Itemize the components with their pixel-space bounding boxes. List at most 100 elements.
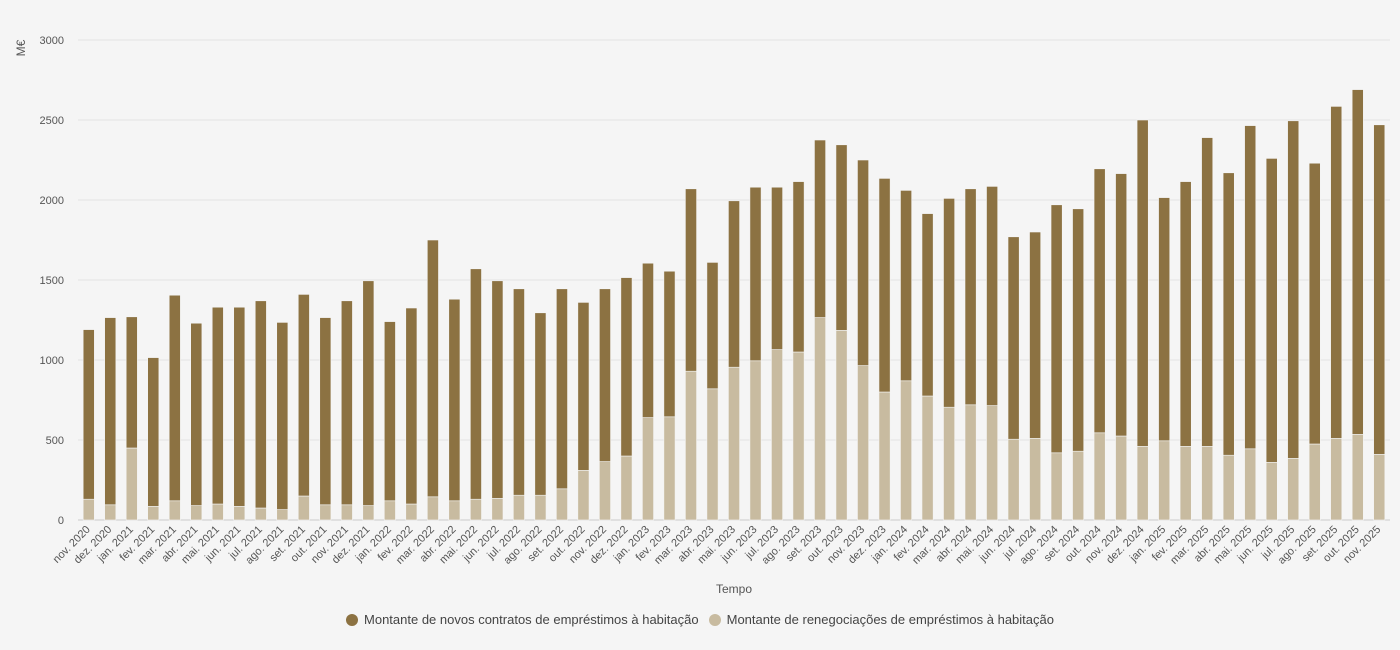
bar-novos-contratos[interactable] — [943, 198, 955, 408]
bar-renegociacoes[interactable] — [1029, 438, 1042, 521]
bar-novos-contratos[interactable] — [792, 181, 805, 353]
bar-novos-contratos[interactable] — [104, 317, 117, 506]
bar-novos-contratos[interactable] — [1050, 204, 1063, 454]
bar-renegociacoes[interactable] — [1050, 452, 1063, 521]
bar-novos-contratos[interactable] — [168, 294, 181, 502]
bar-novos-contratos[interactable] — [685, 188, 697, 372]
bar-novos-contratos[interactable] — [491, 280, 504, 499]
bar-novos-contratos[interactable] — [1244, 125, 1257, 450]
bar-novos-contratos[interactable] — [577, 302, 590, 471]
bar-renegociacoes[interactable] — [297, 495, 310, 521]
bar-renegociacoes[interactable] — [771, 349, 783, 521]
bar-renegociacoes[interactable] — [211, 503, 224, 521]
bar-renegociacoes[interactable] — [1179, 446, 1192, 521]
bar-renegociacoes[interactable] — [1287, 458, 1300, 521]
bar-novos-contratos[interactable] — [448, 298, 461, 502]
bar-renegociacoes[interactable] — [943, 406, 955, 521]
bar-renegociacoes[interactable] — [857, 365, 869, 521]
bar-renegociacoes[interactable] — [254, 507, 267, 521]
bar-novos-contratos[interactable] — [1029, 231, 1042, 439]
bar-novos-contratos[interactable] — [964, 188, 977, 406]
bar-renegociacoes[interactable] — [1072, 450, 1085, 521]
bar-renegociacoes[interactable] — [1158, 440, 1171, 521]
bar-renegociacoes[interactable] — [556, 488, 568, 521]
bar-renegociacoes[interactable] — [1244, 448, 1257, 521]
legend-item-renegociacoes[interactable]: Montante de renegociações de empréstimos… — [708, 612, 1054, 627]
bar-renegociacoes[interactable] — [1351, 434, 1364, 521]
bar-novos-contratos[interactable] — [921, 213, 934, 397]
bar-novos-contratos[interactable] — [147, 357, 160, 507]
bar-novos-contratos[interactable] — [556, 288, 568, 490]
bar-novos-contratos[interactable] — [513, 288, 525, 496]
bar-novos-contratos[interactable] — [1093, 168, 1106, 434]
bar-novos-contratos[interactable] — [599, 288, 611, 462]
bar-renegociacoes[interactable] — [642, 417, 654, 521]
bar-novos-contratos[interactable] — [534, 312, 547, 496]
bar-renegociacoes[interactable] — [82, 498, 95, 521]
bar-renegociacoes[interactable] — [405, 503, 418, 521]
bar-novos-contratos[interactable] — [986, 186, 998, 406]
bar-renegociacoes[interactable] — [448, 500, 461, 521]
bar-novos-contratos[interactable] — [125, 316, 138, 449]
bar-novos-contratos[interactable] — [1265, 158, 1278, 463]
bar-renegociacoes[interactable] — [1222, 454, 1235, 521]
bar-novos-contratos[interactable] — [426, 239, 439, 498]
bar-novos-contratos[interactable] — [276, 322, 289, 510]
bar-novos-contratos[interactable] — [835, 144, 848, 331]
bar-renegociacoes[interactable] — [1265, 462, 1278, 521]
bar-renegociacoes[interactable] — [513, 494, 525, 521]
bar-renegociacoes[interactable] — [1093, 432, 1106, 521]
bar-novos-contratos[interactable] — [1136, 119, 1149, 447]
bar-novos-contratos[interactable] — [319, 317, 332, 506]
bar-novos-contratos[interactable] — [297, 294, 310, 497]
bar-renegociacoes[interactable] — [900, 380, 912, 521]
bar-novos-contratos[interactable] — [728, 200, 740, 368]
bar-novos-contratos[interactable] — [82, 329, 95, 500]
bar-renegociacoes[interactable] — [1373, 454, 1386, 521]
bar-renegociacoes[interactable] — [426, 496, 439, 521]
bar-renegociacoes[interactable] — [1136, 446, 1149, 521]
bar-renegociacoes[interactable] — [685, 370, 697, 521]
bar-novos-contratos[interactable] — [1115, 173, 1128, 437]
bar-renegociacoes[interactable] — [986, 405, 998, 521]
bar-novos-contratos[interactable] — [878, 178, 891, 393]
bar-renegociacoes[interactable] — [147, 506, 160, 521]
bar-novos-contratos[interactable] — [1179, 181, 1192, 447]
bar-renegociacoes[interactable] — [104, 504, 117, 521]
bar-renegociacoes[interactable] — [921, 395, 934, 521]
bar-renegociacoes[interactable] — [964, 404, 977, 521]
bar-novos-contratos[interactable] — [470, 268, 482, 500]
bar-novos-contratos[interactable] — [1201, 137, 1214, 447]
bar-renegociacoes[interactable] — [340, 504, 353, 521]
bar-renegociacoes[interactable] — [1007, 438, 1020, 521]
bar-renegociacoes[interactable] — [835, 330, 848, 521]
bar-renegociacoes[interactable] — [276, 509, 289, 521]
bar-novos-contratos[interactable] — [1222, 172, 1235, 456]
legend-item-novos-contratos[interactable]: Montante de novos contratos de empréstim… — [346, 612, 699, 627]
bar-renegociacoes[interactable] — [1201, 446, 1214, 521]
bar-renegociacoes[interactable] — [233, 506, 246, 521]
bar-novos-contratos[interactable] — [1373, 124, 1386, 455]
bar-novos-contratos[interactable] — [771, 186, 783, 350]
bar-novos-contratos[interactable] — [405, 307, 418, 505]
bar-novos-contratos[interactable] — [254, 300, 267, 509]
bar-novos-contratos[interactable] — [1330, 106, 1343, 439]
bar-renegociacoes[interactable] — [319, 504, 332, 521]
bar-renegociacoes[interactable] — [599, 461, 611, 521]
bar-novos-contratos[interactable] — [1158, 197, 1171, 442]
bar-renegociacoes[interactable] — [1330, 438, 1343, 521]
bar-renegociacoes[interactable] — [749, 360, 762, 521]
bar-novos-contratos[interactable] — [620, 277, 633, 457]
bar-renegociacoes[interactable] — [362, 505, 375, 521]
bar-renegociacoes[interactable] — [1115, 435, 1128, 521]
bar-novos-contratos[interactable] — [900, 190, 912, 382]
bar-renegociacoes[interactable] — [1308, 443, 1321, 521]
bar-renegociacoes[interactable] — [663, 416, 676, 521]
bar-renegociacoes[interactable] — [534, 494, 547, 521]
bar-renegociacoes[interactable] — [814, 317, 826, 521]
bar-novos-contratos[interactable] — [749, 186, 762, 362]
bar-renegociacoes[interactable] — [125, 447, 138, 521]
bar-novos-contratos[interactable] — [1007, 236, 1020, 440]
bar-novos-contratos[interactable] — [663, 270, 676, 418]
bar-renegociacoes[interactable] — [470, 498, 482, 521]
